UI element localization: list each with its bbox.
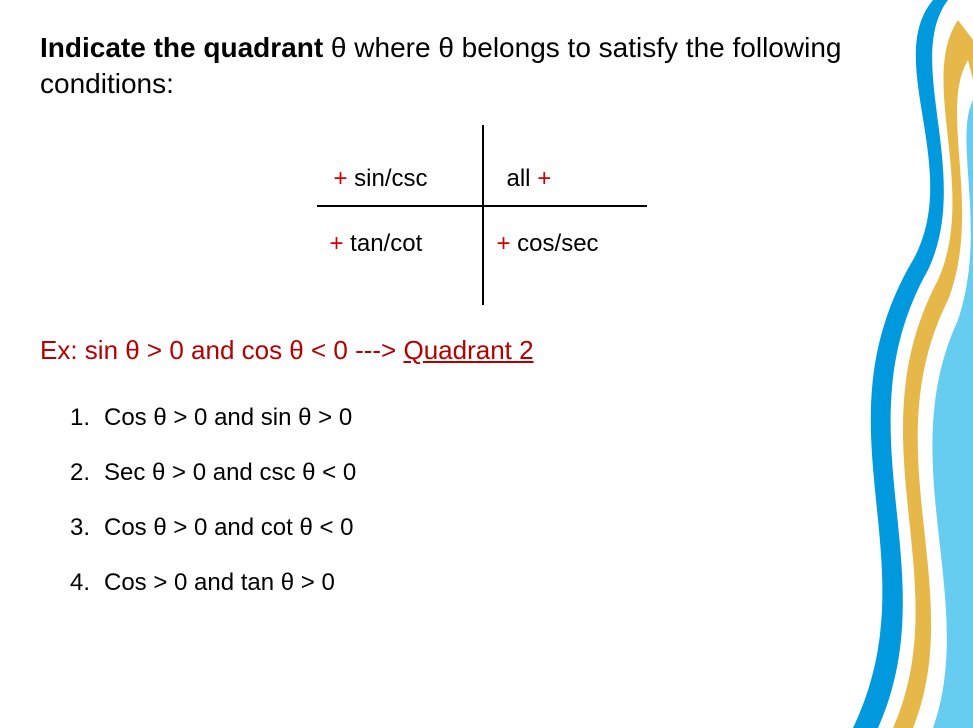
diagram-vertical-line <box>482 125 484 305</box>
q3-text: tan/cot <box>344 230 423 257</box>
item-number: 4. <box>70 555 104 610</box>
item-number: 2. <box>70 445 104 500</box>
item-text: Sec θ > 0 and csc θ < 0 <box>104 445 356 500</box>
example-answer: Quadrant 2 <box>403 335 533 365</box>
example-prefix: Ex: sin θ > 0 and cos θ < 0 ---> <box>40 335 403 365</box>
heading-bold: Indicate the quadrant <box>40 32 323 63</box>
item-text: Cos θ > 0 and cot θ < 0 <box>104 500 354 555</box>
q2-plus: + <box>334 165 348 192</box>
quadrant-3-label: + tan/cot <box>330 230 423 258</box>
q4-plus: + <box>497 230 511 257</box>
list-item: 2. Sec θ > 0 and csc θ < 0 <box>70 445 923 500</box>
list-item: 3. Cos θ > 0 and cot θ < 0 <box>70 500 923 555</box>
item-number: 1. <box>70 390 104 445</box>
quadrant-4-label: + cos/sec <box>497 230 599 258</box>
q2-text: sin/csc <box>348 165 428 192</box>
q3-plus: + <box>330 230 344 257</box>
q1-text: all <box>507 165 538 192</box>
problem-list: 1. Cos θ > 0 and sin θ > 0 2. Sec θ > 0 … <box>40 390 923 611</box>
item-number: 3. <box>70 500 104 555</box>
diagram-horizontal-line <box>317 205 647 207</box>
slide: Indicate the quadrant θ where θ belongs … <box>0 0 973 728</box>
quadrant-diagram: + sin/csc all + + tan/cot + cos/sec <box>272 125 692 305</box>
item-text: Cos > 0 and tan θ > 0 <box>104 555 335 610</box>
heading: Indicate the quadrant θ where θ belongs … <box>40 30 923 103</box>
list-item: 4. Cos > 0 and tan θ > 0 <box>70 555 923 610</box>
example-line: Ex: sin θ > 0 and cos θ < 0 ---> Quadran… <box>40 335 923 366</box>
q1-plus: + <box>537 165 551 192</box>
q4-text: cos/sec <box>511 230 599 257</box>
quadrant-2-label: + sin/csc <box>334 165 428 193</box>
item-text: Cos θ > 0 and sin θ > 0 <box>104 390 352 445</box>
list-item: 1. Cos θ > 0 and sin θ > 0 <box>70 390 923 445</box>
quadrant-1-label: all + <box>507 165 552 193</box>
